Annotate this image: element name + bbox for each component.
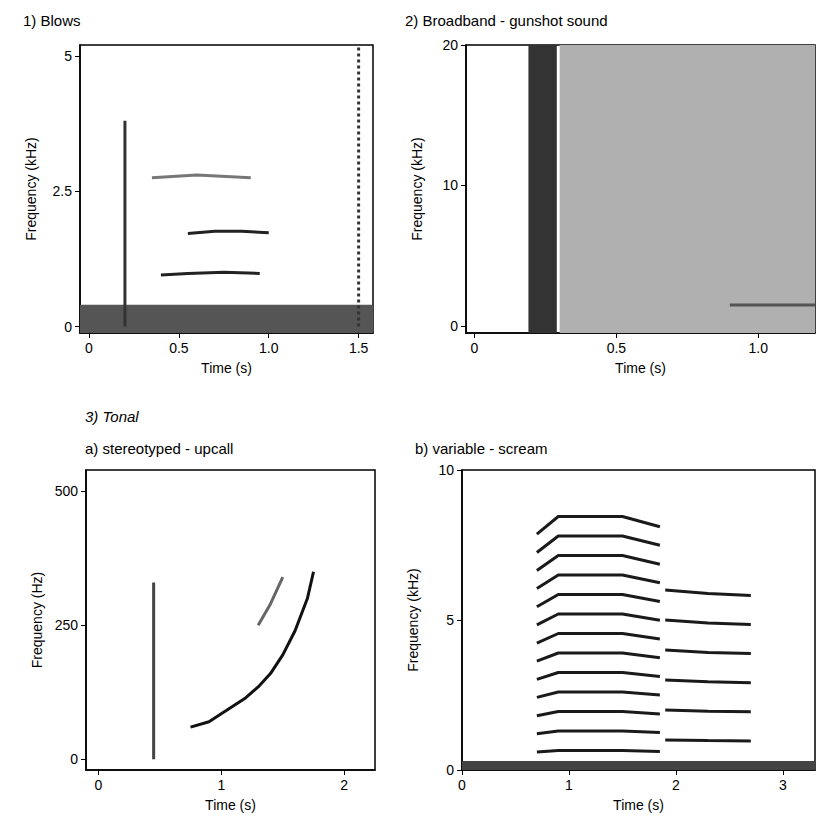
svg-text:10: 10 <box>438 462 454 478</box>
svg-text:0: 0 <box>471 340 479 356</box>
svg-text:2.5: 2.5 <box>53 183 73 199</box>
svg-text:Time (s): Time (s) <box>613 797 664 813</box>
svg-text:0: 0 <box>85 340 93 356</box>
svg-text:1.0: 1.0 <box>749 340 769 356</box>
svg-text:2) Broadband - gunshot sound: 2) Broadband - gunshot sound <box>405 12 608 29</box>
svg-text:1.5: 1.5 <box>349 340 369 356</box>
svg-text:250: 250 <box>55 617 79 633</box>
svg-text:20: 20 <box>442 37 458 53</box>
svg-text:0: 0 <box>458 777 466 793</box>
svg-text:2: 2 <box>340 777 348 793</box>
svg-text:0: 0 <box>446 762 454 778</box>
svg-text:0: 0 <box>70 751 78 767</box>
svg-text:Frequency (kHz): Frequency (kHz) <box>23 137 39 240</box>
svg-text:a) stereotyped - upcall: a) stereotyped - upcall <box>85 440 233 457</box>
svg-text:0.5: 0.5 <box>607 340 627 356</box>
svg-text:0: 0 <box>94 777 102 793</box>
svg-text:0.5: 0.5 <box>169 340 189 356</box>
svg-text:0: 0 <box>64 319 72 335</box>
svg-text:1.0: 1.0 <box>259 340 279 356</box>
svg-text:1: 1 <box>565 777 573 793</box>
svg-text:Time (s): Time (s) <box>201 360 252 376</box>
svg-text:3: 3 <box>779 777 787 793</box>
svg-text:Frequency (kHz): Frequency (kHz) <box>409 137 425 240</box>
svg-text:500: 500 <box>55 483 79 499</box>
svg-text:Frequency (kHz): Frequency (kHz) <box>405 568 421 671</box>
svg-text:5: 5 <box>64 48 72 64</box>
svg-text:Time (s): Time (s) <box>205 797 256 813</box>
svg-text:1: 1 <box>217 777 225 793</box>
svg-text:Time (s): Time (s) <box>615 360 666 376</box>
svg-text:10: 10 <box>442 177 458 193</box>
svg-text:2: 2 <box>672 777 680 793</box>
svg-text:0: 0 <box>450 318 458 334</box>
svg-text:1) Blows: 1) Blows <box>23 12 81 29</box>
svg-text:Frequency (Hz): Frequency (Hz) <box>29 572 45 668</box>
svg-text:3) Tonal: 3) Tonal <box>85 408 139 425</box>
svg-text:b) variable - scream: b) variable - scream <box>415 440 548 457</box>
svg-text:5: 5 <box>446 612 454 628</box>
